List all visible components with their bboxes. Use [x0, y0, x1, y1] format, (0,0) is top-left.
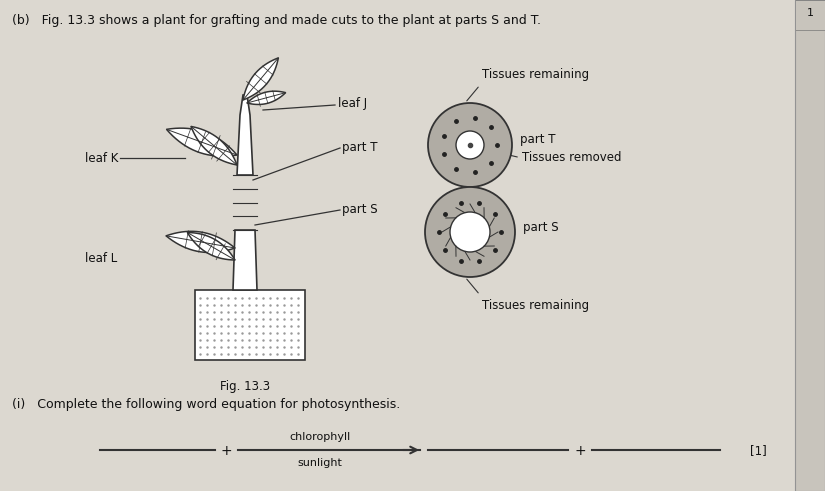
Text: Tissues remaining: Tissues remaining [482, 299, 589, 312]
Polygon shape [191, 127, 237, 165]
Polygon shape [243, 58, 278, 100]
Polygon shape [167, 128, 237, 156]
Text: part T: part T [520, 134, 555, 146]
Bar [195, 290, 305, 360]
Text: part S: part S [523, 220, 559, 234]
Text: Fig. 13.3: Fig. 13.3 [220, 380, 270, 393]
Text: Tissues removed: Tissues removed [522, 151, 621, 164]
Text: +: + [220, 444, 232, 458]
Text: sunlight: sunlight [298, 458, 342, 468]
Circle shape [450, 212, 490, 252]
Text: leaf L: leaf L [85, 251, 117, 265]
FancyBboxPatch shape [795, 0, 825, 491]
Circle shape [428, 103, 512, 187]
Polygon shape [247, 91, 285, 105]
Text: 1: 1 [807, 8, 813, 18]
Text: chlorophyll: chlorophyll [290, 432, 351, 442]
Polygon shape [166, 231, 235, 252]
Text: [1]: [1] [750, 444, 766, 458]
Text: (b)   Fig. 13.3 shows a plant for grafting and made cuts to the plant at parts S: (b) Fig. 13.3 shows a plant for grafting… [12, 14, 541, 27]
Text: (i)   Complete the following word equation for photosynthesis.: (i) Complete the following word equation… [12, 398, 400, 411]
FancyBboxPatch shape [795, 0, 825, 30]
Text: leaf J: leaf J [338, 97, 367, 109]
Circle shape [456, 131, 484, 159]
Text: part S: part S [342, 203, 378, 217]
Polygon shape [187, 233, 235, 260]
Circle shape [425, 187, 515, 277]
Text: leaf K: leaf K [85, 152, 118, 164]
Bar [197, 292, 303, 358]
Polygon shape [233, 230, 257, 290]
Text: Tissues remaining: Tissues remaining [482, 68, 589, 81]
Text: +: + [574, 444, 586, 458]
Polygon shape [237, 95, 253, 175]
Text: part T: part T [342, 141, 378, 155]
